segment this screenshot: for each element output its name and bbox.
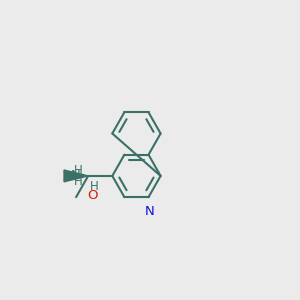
Text: H: H	[90, 180, 99, 193]
Text: H: H	[74, 175, 83, 188]
Text: N: N	[70, 169, 80, 182]
Text: O: O	[87, 189, 98, 202]
Text: H: H	[74, 164, 83, 177]
Text: N: N	[145, 205, 155, 218]
Polygon shape	[64, 170, 88, 182]
